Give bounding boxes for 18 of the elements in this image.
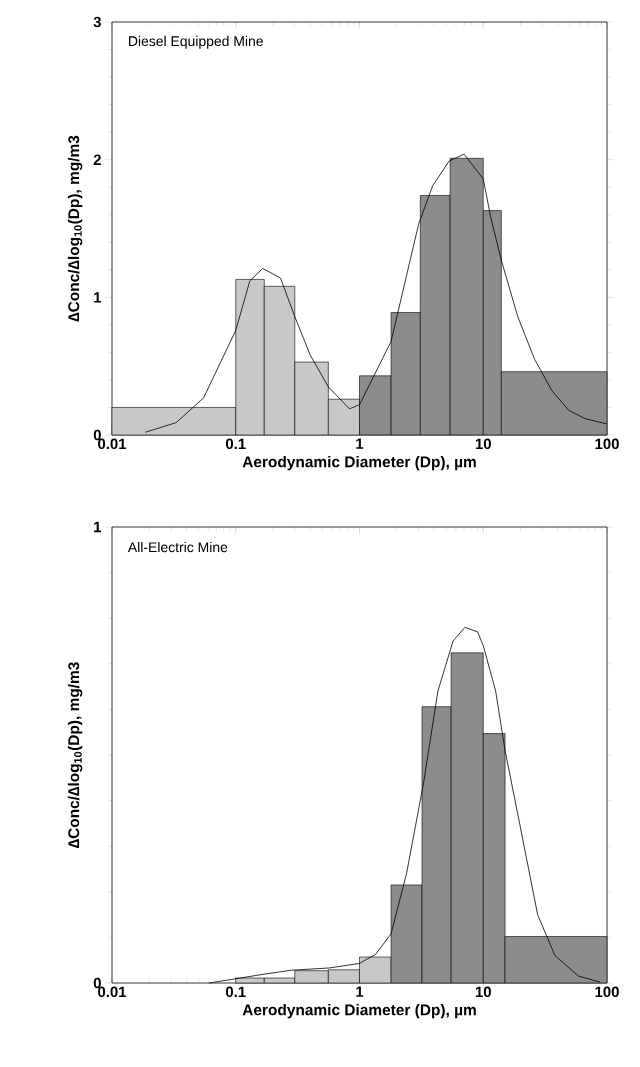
y-tick-label: 3 [93,16,101,28]
x-axis-title: Aerodynamic Diameter (Dp), µm [242,455,476,471]
y-axis-title: ∆Conc/∆log$_{10}$(Dp), mg/m3 [67,662,83,849]
x-tick-label: 10 [475,438,491,450]
x-tick-label: 1 [356,986,364,997]
y-axis-title: ∆Conc/∆log$_{10}$(Dp), mg/m3 [67,135,83,322]
x-tick-label: 100 [595,438,619,450]
x-tick-label: 100 [595,986,619,998]
x-tick-label: 10 [475,986,491,998]
annotation: All-Electric Mine [127,541,228,553]
y-tick-label: 2 [93,154,101,165]
x-tick-label: 1 [356,438,364,449]
y-tick-label: 1 [94,521,102,533]
x-axis-title: Aerodynamic Diameter (Dp), µm [242,1003,476,1019]
y-tick-label: 1 [94,292,102,303]
x-tick-label: 0.1 [225,986,246,998]
annotation: Diesel Equipped Mine [129,35,263,49]
x-tick-label: 0.1 [225,438,246,450]
